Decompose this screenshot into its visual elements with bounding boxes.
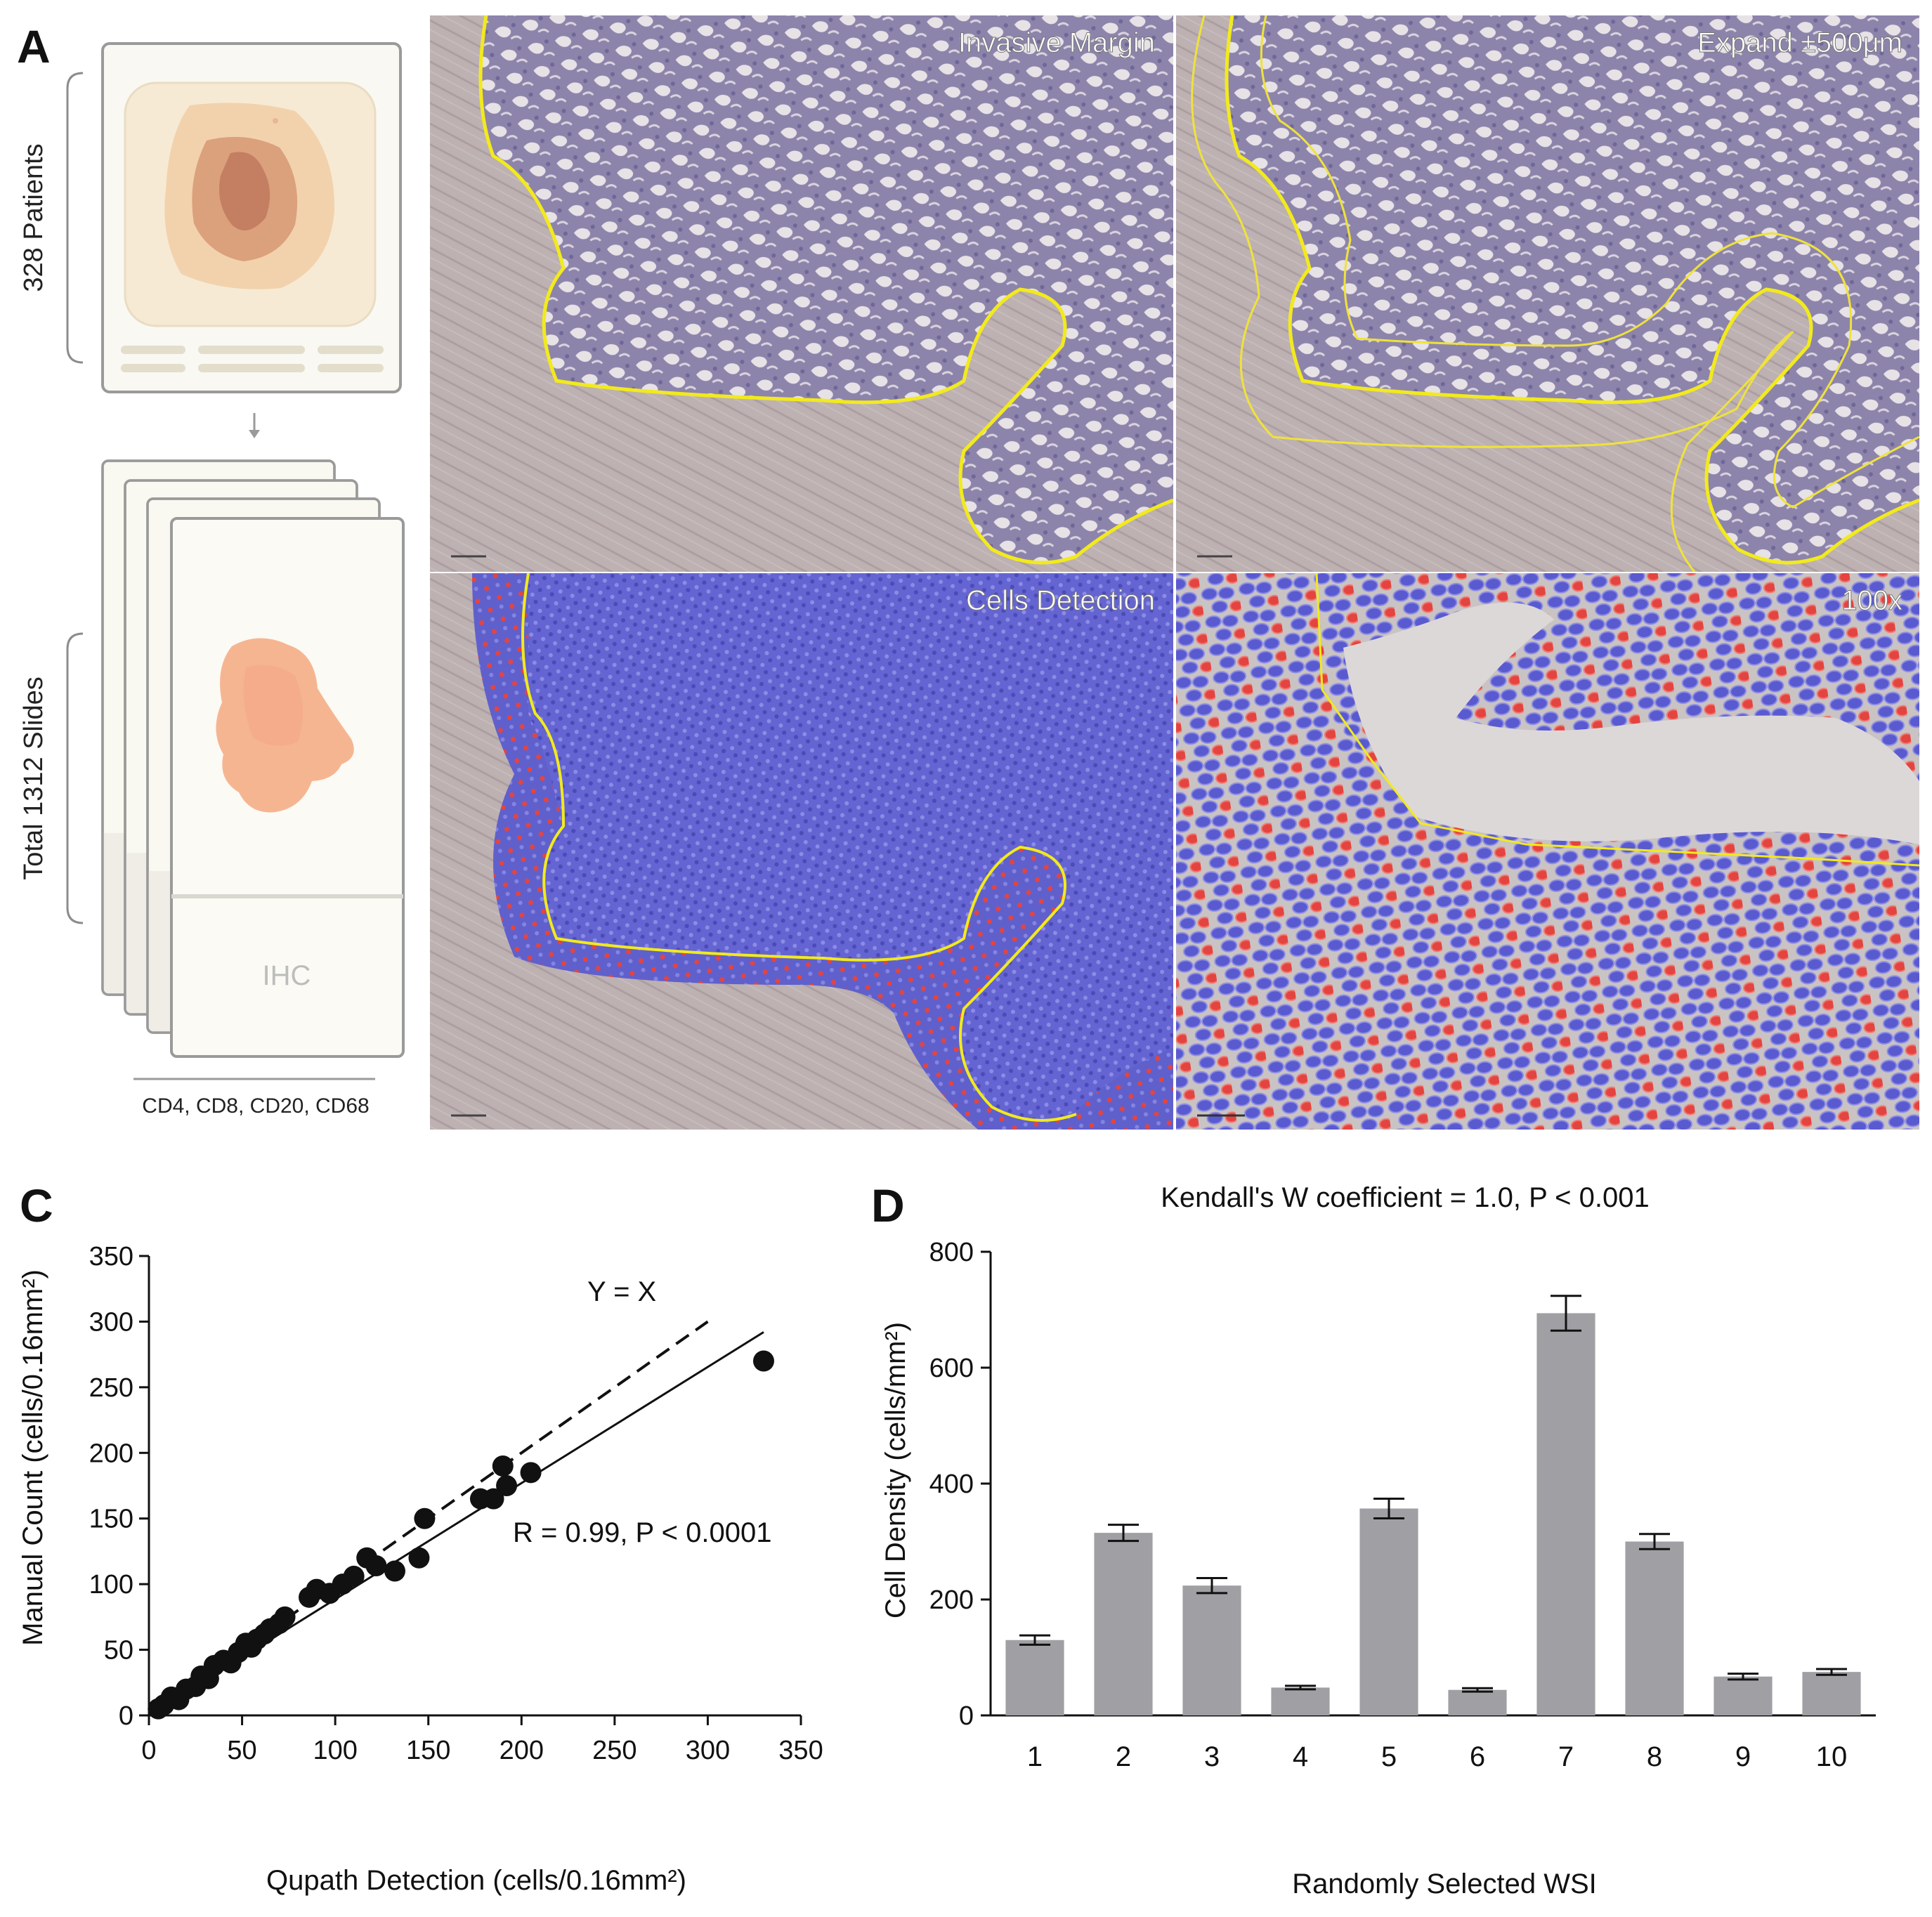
patients-bracket — [66, 72, 84, 364]
bar-chart: 0 200 400 600 800 1 2 3 4 5 6 7 8 9 10 Kendall's W coe… — [880, 1182, 1876, 1899]
data-point — [343, 1565, 365, 1587]
y-tick-label: 150 — [89, 1505, 133, 1534]
chart-title: Kendall's W coefficient = 1.0, P < 0.001 — [1161, 1182, 1650, 1213]
y-tick-label: 300 — [89, 1307, 133, 1337]
y-axis-title: Manual Count (cells/0.16mm²) — [18, 1269, 48, 1646]
x-tick-label: 4 — [1293, 1741, 1308, 1772]
x-tick-label: 7 — [1558, 1741, 1574, 1772]
down-arrow-icon — [249, 413, 260, 438]
margin-line — [1315, 573, 1919, 867]
lumen-space — [1343, 602, 1919, 844]
y-tick-label: 350 — [89, 1242, 133, 1271]
y-tick-label: 0 — [119, 1701, 133, 1731]
scatter-chart: 0 50 100 150 200 250 300 350 0 50 100 150 200 250 300 3… — [18, 1242, 823, 1896]
bar — [1271, 1687, 1330, 1715]
bar — [1714, 1676, 1773, 1715]
data-point — [520, 1462, 542, 1484]
y-tick-label: 0 — [959, 1701, 974, 1731]
tumor-area — [1227, 15, 1919, 563]
x-tick-label: 350 — [778, 1736, 823, 1765]
x-tick-label: 0 — [141, 1736, 156, 1765]
tile-cells-detection — [430, 573, 1173, 1130]
annotation-correlation: R = 0.99, P < 0.0001 — [513, 1517, 771, 1548]
x-axis-title: Randomly Selected WSI — [1292, 1869, 1597, 1899]
x-tick-label: 250 — [592, 1736, 637, 1765]
tile-label-high-magnification: 100x — [1841, 585, 1902, 616]
expanded-margin-inner — [1260, 15, 1919, 509]
x-tick-label: 200 — [500, 1736, 544, 1765]
data-point — [496, 1475, 518, 1496]
x-tick-label: 3 — [1204, 1741, 1220, 1772]
slide-stack: IHC — [101, 459, 405, 1058]
y-tick-label: 50 — [104, 1636, 133, 1666]
tile-label-expanded-margin: Expand ±500μm — [1697, 27, 1902, 58]
x-tick-label: 9 — [1735, 1741, 1751, 1772]
tile-label-invasive-margin: Invasive Margin — [958, 27, 1155, 58]
x-tick-label: 8 — [1647, 1741, 1662, 1772]
x-tick-label: 150 — [406, 1736, 450, 1765]
data-point — [414, 1507, 436, 1529]
y-tick-label: 600 — [929, 1354, 974, 1383]
markers-label: CD4, CD8, CD20, CD68 — [142, 1094, 369, 1118]
tile-expanded-margin — [1176, 15, 1919, 572]
y-tick-label: 100 — [89, 1570, 133, 1599]
annotation-y-equals-x: Y = X — [587, 1276, 656, 1307]
tile-label-cells-detection: Cells Detection — [966, 585, 1155, 616]
y-tick-label: 200 — [929, 1585, 974, 1615]
y-tick-label: 800 — [929, 1238, 974, 1267]
slides-bracket — [66, 632, 84, 924]
bar — [1094, 1533, 1153, 1715]
invasive-margin-line — [521, 573, 1077, 1122]
x-tick-label: 100 — [313, 1736, 357, 1765]
data-point — [274, 1606, 296, 1628]
tile-high-magnification — [1176, 573, 1919, 1130]
y-tick-label: 250 — [89, 1373, 133, 1403]
tumor-area — [481, 15, 1173, 563]
histology-panel: Invasive Margin Expand ±500μm Cells Dete… — [430, 15, 1919, 1130]
x-axis-title: Qupath Detection (cells/0.16mm²) — [266, 1865, 686, 1896]
x-tick-label: 2 — [1116, 1741, 1131, 1772]
x-tick-label: 5 — [1381, 1741, 1397, 1772]
bar — [1536, 1313, 1595, 1715]
record-text-lines — [121, 346, 384, 372]
patients-label: 328 Patients — [19, 143, 48, 292]
data-point — [384, 1560, 405, 1582]
panel-label-a: A — [17, 20, 51, 72]
study-schematic: 328 Patients Total 1312 Slides IHC — [19, 42, 405, 1118]
bar — [1448, 1689, 1507, 1715]
x-tick-label: 6 — [1470, 1741, 1485, 1772]
data-point — [408, 1547, 430, 1569]
panel-label-c: C — [20, 1179, 53, 1231]
data-point — [483, 1488, 504, 1510]
data-point — [492, 1455, 514, 1477]
panel-label-d: D — [871, 1179, 905, 1231]
x-tick-label: 10 — [1816, 1741, 1848, 1772]
bar — [1802, 1672, 1861, 1715]
expanded-margin-outer — [1191, 15, 1794, 572]
bar — [1359, 1508, 1418, 1715]
detected-cells-tumor — [528, 573, 1173, 1120]
bar — [1182, 1585, 1241, 1715]
y-axis-title: Cell Density (cells/mm²) — [880, 1322, 911, 1618]
x-tick-label: 300 — [686, 1736, 730, 1765]
tile-invasive-margin — [430, 15, 1173, 572]
y-tick-label: 200 — [89, 1439, 133, 1468]
slides-label: Total 1312 Slides — [19, 676, 48, 879]
tumor-dot — [273, 118, 278, 124]
tumor-dense-region — [219, 152, 270, 230]
data-point — [752, 1350, 774, 1372]
y-tick-label: 400 — [929, 1470, 974, 1499]
slide-stain-label: IHC — [263, 960, 311, 991]
data-point — [365, 1555, 387, 1576]
invasive-margin-line — [478, 15, 1173, 565]
x-tick-label: 1 — [1027, 1741, 1043, 1772]
bar — [1005, 1640, 1064, 1715]
x-tick-label: 50 — [227, 1736, 256, 1765]
bar — [1625, 1541, 1684, 1715]
invasive-margin-line — [1225, 15, 1919, 565]
